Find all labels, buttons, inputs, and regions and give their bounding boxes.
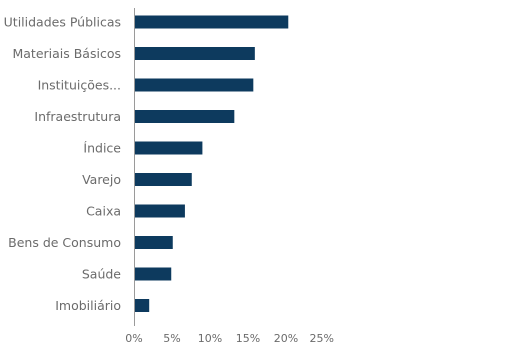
category-label: Materiais Básicos xyxy=(12,46,121,61)
bar xyxy=(134,236,173,249)
bars-group xyxy=(134,15,289,312)
bar xyxy=(134,110,235,123)
category-label: Caixa xyxy=(86,204,121,219)
bar xyxy=(134,78,254,92)
x-tick-label: 0% xyxy=(125,332,142,343)
category-label: Varejo xyxy=(82,172,121,187)
x-tick-label: 10% xyxy=(198,332,222,343)
category-label: Utilidades Públicas xyxy=(4,15,121,30)
category-label: Imobiliário xyxy=(55,298,121,313)
x-tick-label: 15% xyxy=(236,332,260,343)
category-label: Infraestrutura xyxy=(34,109,121,124)
bar xyxy=(134,267,172,281)
x-tick-label: 25% xyxy=(310,332,334,343)
category-labels-group: Utilidades Públicas Materiais Básicos Inst… xyxy=(4,15,122,314)
x-tick-labels-group: 0% 5% 10% 15% 20% 25% xyxy=(125,332,334,343)
bar xyxy=(134,15,289,29)
bar xyxy=(134,141,203,155)
bar xyxy=(134,299,150,312)
category-label: Saúde xyxy=(82,267,121,282)
category-label: Bens de Consumo xyxy=(8,235,121,250)
category-label: Instituições... xyxy=(38,78,121,93)
x-tick-label: 20% xyxy=(274,332,298,343)
bar xyxy=(134,204,185,218)
bar xyxy=(134,173,192,186)
category-label: Índice xyxy=(83,141,121,156)
x-tick-label: 5% xyxy=(163,332,180,343)
bar xyxy=(134,47,255,60)
